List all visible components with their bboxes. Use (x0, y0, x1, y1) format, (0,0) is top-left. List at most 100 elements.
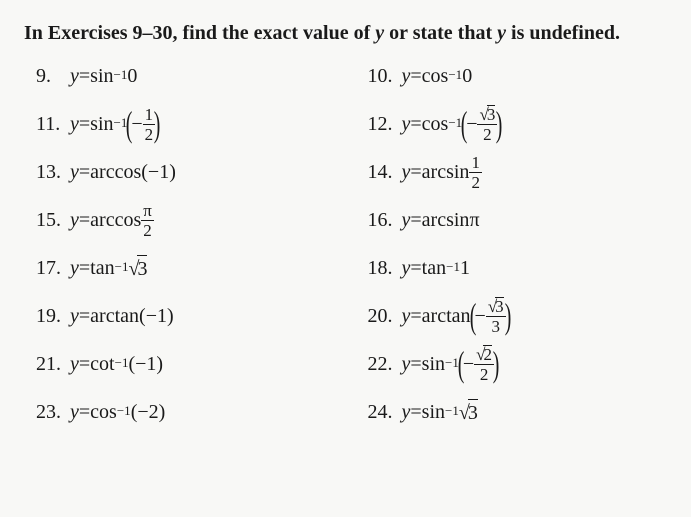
exercise-lhs: y (402, 399, 411, 425)
exercise-expression: y = arccos π2 (70, 202, 154, 239)
exercise-item: 14.y = arcsin 12 (356, 148, 668, 196)
equals-sign: = (410, 63, 421, 89)
exercise-number: 15. (36, 207, 70, 233)
exercise-expression: y = arctan(−33) (402, 297, 514, 335)
function-name: arctan (90, 303, 139, 329)
inverse-superscript: −1 (114, 67, 128, 84)
function-name: cos (422, 63, 449, 89)
function-name: sin (422, 399, 445, 425)
function-argument: (−32) (462, 105, 505, 143)
function-name: arccos (90, 207, 141, 233)
equals-sign: = (79, 111, 90, 137)
exercise-lhs: y (70, 63, 79, 89)
exercise-lhs: y (402, 63, 411, 89)
function-argument: 0 (462, 63, 472, 89)
function-argument: π2 (141, 202, 154, 239)
function-argument: (−33) (471, 297, 514, 335)
exercise-lhs: y (70, 303, 79, 329)
function-name: arcsin (422, 159, 470, 185)
exercise-expression: y = sin−1(−12) (70, 106, 163, 143)
exercise-expression: y = arccos(−1) (70, 159, 176, 185)
exercise-item: 21.y = cot−1(−1) (24, 340, 336, 388)
exercise-item: 18.y = tan−1 1 (356, 244, 668, 292)
exercise-expression: y = tan−1 3 (70, 255, 147, 282)
exercise-item: 17.y = tan−1 3 (24, 244, 336, 292)
exercise-item: 12.y = cos−1(−32) (356, 100, 668, 148)
function-name: sin (422, 351, 445, 377)
exercise-lhs: y (70, 207, 79, 233)
exercise-lhs: y (402, 255, 411, 281)
exercise-number: 11. (36, 111, 70, 137)
function-argument: (−1) (128, 351, 163, 377)
function-name: cot (90, 351, 114, 377)
exercise-number: 14. (368, 159, 402, 185)
exercise-number: 22. (368, 351, 402, 377)
equals-sign: = (410, 255, 421, 281)
equals-sign: = (410, 303, 421, 329)
function-argument: (−1) (139, 303, 174, 329)
equals-sign: = (410, 399, 421, 425)
function-name: cos (90, 399, 117, 425)
function-argument: (−1) (141, 159, 176, 185)
function-argument: 0 (127, 63, 137, 89)
function-name: cos (422, 111, 449, 137)
exercise-expression: y = sin−1 0 (70, 63, 137, 89)
inverse-superscript: −1 (115, 355, 129, 372)
exercise-expression: y = tan−1 1 (402, 255, 470, 281)
function-argument: 3 (128, 255, 147, 282)
equals-sign: = (79, 159, 90, 185)
equals-sign: = (410, 207, 421, 233)
function-name: tan (422, 255, 446, 281)
exercise-number: 24. (368, 399, 402, 425)
function-name: arctan (422, 303, 471, 329)
function-argument: π (469, 207, 479, 233)
exercise-number: 16. (368, 207, 402, 233)
function-argument: (−12) (127, 106, 163, 143)
exercise-header: In Exercises 9–30, find the exact value … (24, 22, 620, 44)
exercise-expression: y = sin−1 3 (402, 399, 478, 426)
exercise-item: 9.y = sin−1 0 (24, 52, 336, 100)
exercise-item: 10.y = cos−1 0 (356, 52, 668, 100)
function-name: sin (90, 111, 113, 137)
exercise-expression: y = cos−1(−2) (70, 399, 165, 425)
equals-sign: = (79, 351, 90, 377)
exercise-item: 22.y = sin−1(−22) (356, 340, 668, 388)
exercise-expression: y = cos−1(−32) (402, 105, 506, 143)
exercise-lhs: y (70, 399, 79, 425)
equals-sign: = (410, 351, 421, 377)
exercise-lhs: y (402, 207, 411, 233)
equals-sign: = (79, 399, 90, 425)
function-argument: 12 (469, 154, 482, 191)
function-argument: (−2) (131, 399, 166, 425)
exercise-lhs: y (402, 303, 411, 329)
exercise-list: 9.y = sin−1 010.y = cos−1 011.y = sin−1(… (24, 52, 667, 436)
exercise-lhs: y (402, 111, 411, 137)
exercise-expression: y = arcsin 12 (402, 154, 482, 191)
equals-sign: = (79, 207, 90, 233)
inverse-superscript: −1 (115, 259, 129, 276)
exercise-expression: y = sin−1(−22) (402, 345, 502, 383)
exercise-number: 12. (368, 111, 402, 137)
exercise-lhs: y (402, 159, 411, 185)
inverse-superscript: −1 (448, 67, 462, 84)
equals-sign: = (79, 255, 90, 281)
function-argument: (−22) (459, 345, 502, 383)
exercise-item: 16.y = arcsin π (356, 196, 668, 244)
exercise-item: 19.y = arctan(−1) (24, 292, 336, 340)
exercise-item: 15.y = arccos π2 (24, 196, 336, 244)
inverse-superscript: −1 (446, 259, 460, 276)
exercise-lhs: y (402, 351, 411, 377)
exercise-expression: y = arctan(−1) (70, 303, 174, 329)
function-name: arcsin (422, 207, 470, 233)
equals-sign: = (79, 303, 90, 329)
function-name: tan (90, 255, 114, 281)
exercise-item: 23.y = cos−1(−2) (24, 388, 336, 436)
function-name: arccos (90, 159, 141, 185)
inverse-superscript: −1 (445, 403, 459, 420)
exercise-expression: y = arcsin π (402, 207, 480, 233)
exercise-number: 19. (36, 303, 70, 329)
exercise-item: 20.y = arctan(−33) (356, 292, 668, 340)
function-argument: 3 (459, 399, 478, 426)
exercise-number: 21. (36, 351, 70, 377)
exercise-number: 13. (36, 159, 70, 185)
